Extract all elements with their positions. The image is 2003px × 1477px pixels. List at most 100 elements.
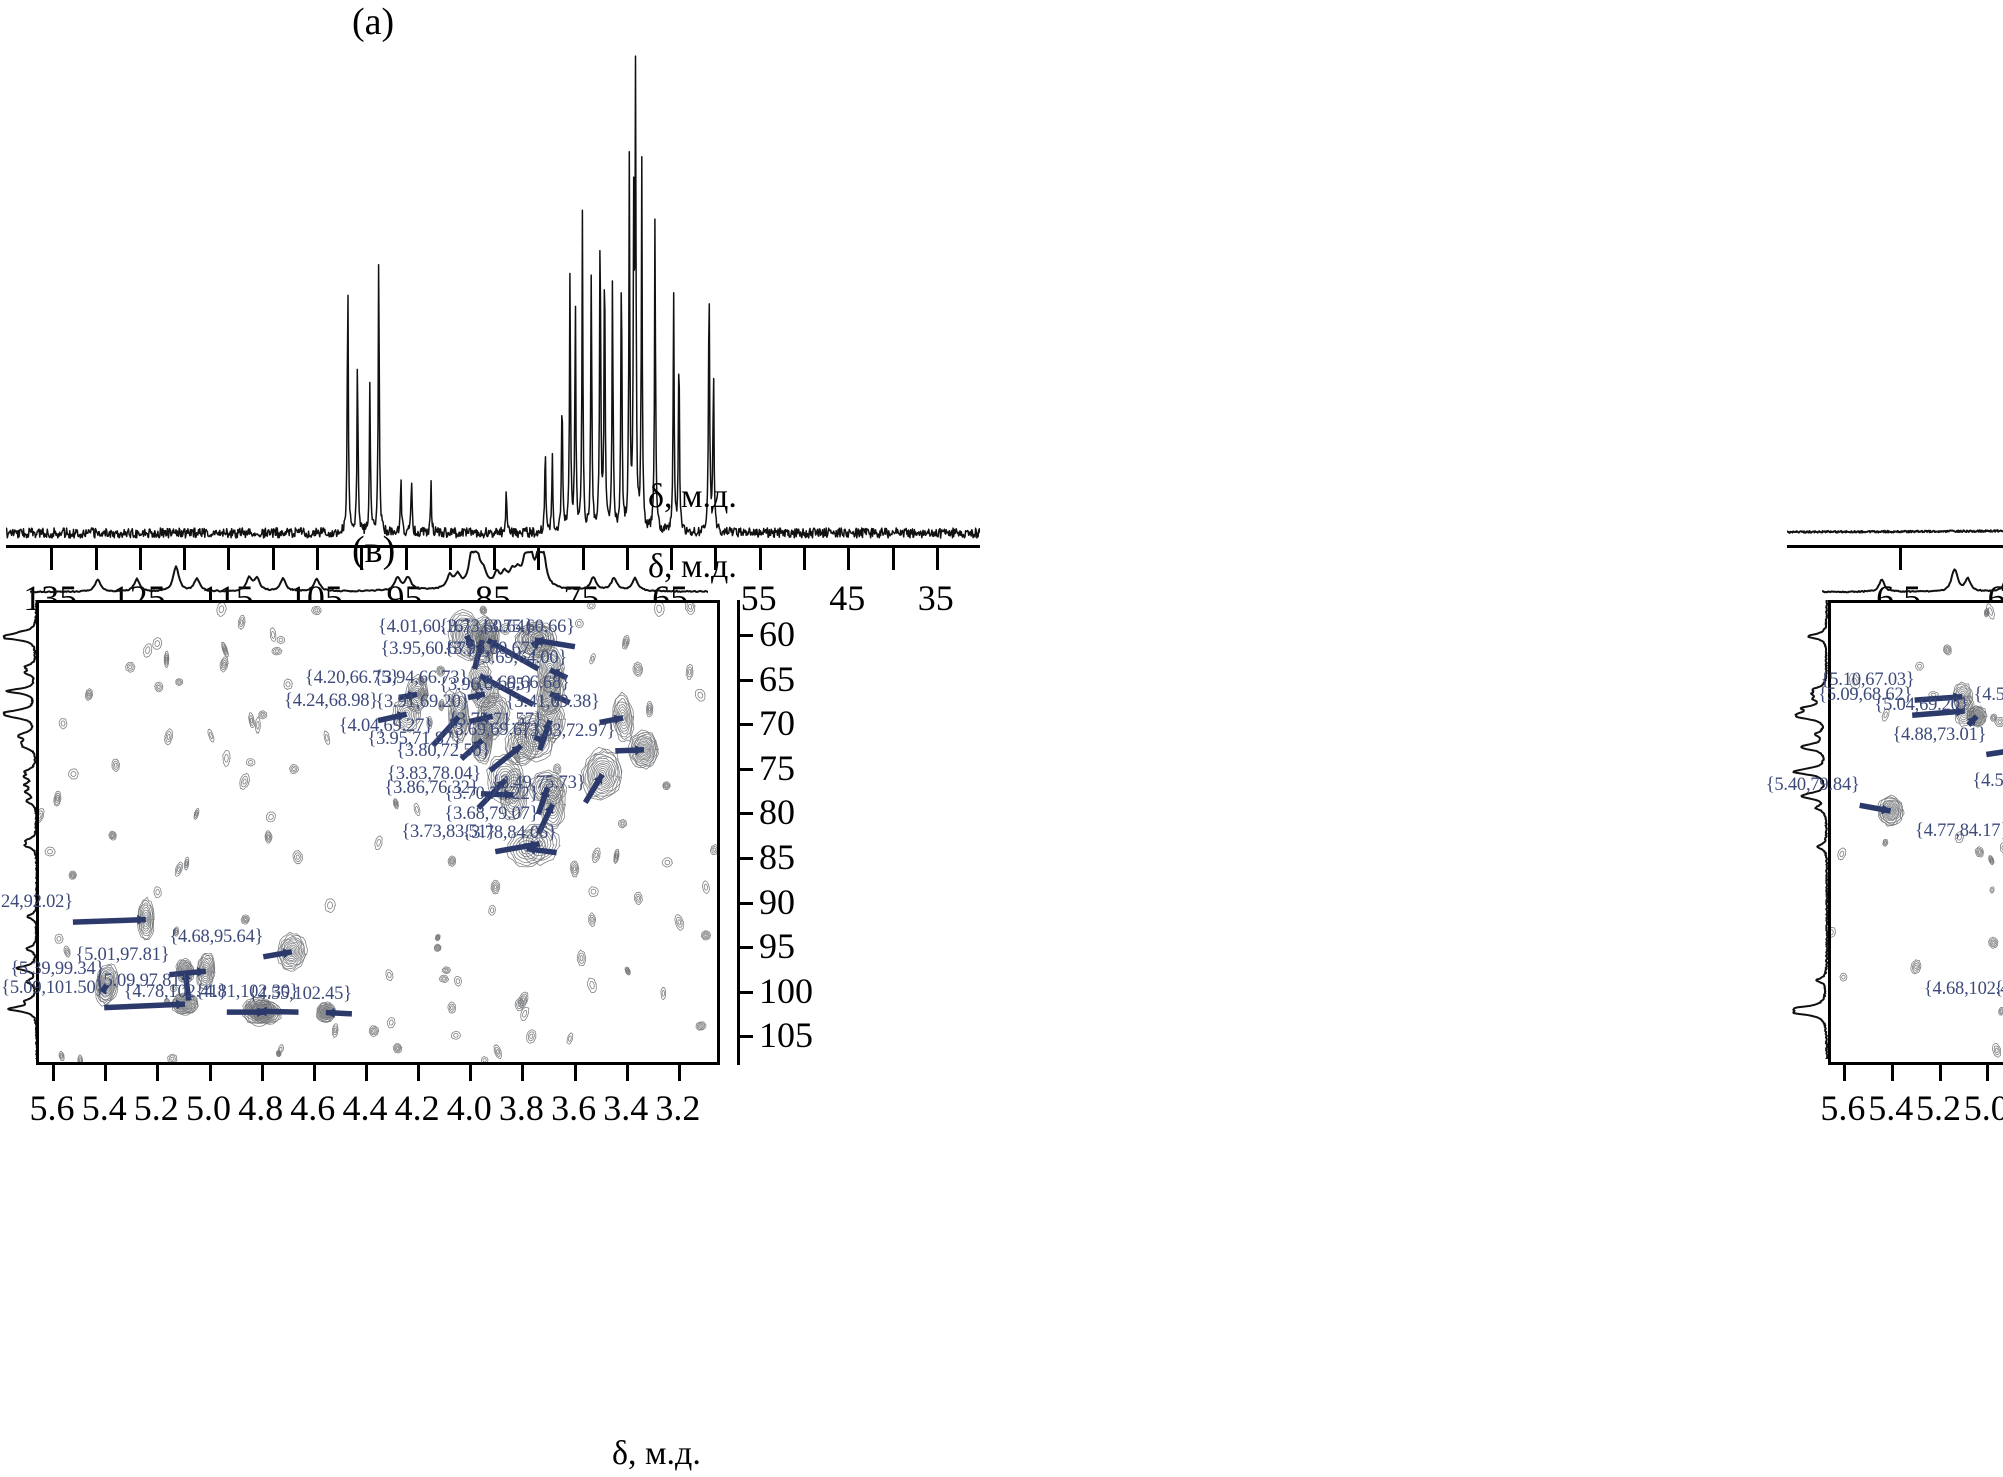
hsqc-peak-label: {5.24,92.02} [0,892,73,913]
hsqc-peak-label: {5.01,97.81} [75,944,170,965]
x-tick-mark [104,1065,108,1081]
y-tick-label: 60 [759,614,795,655]
y-tick-mark [737,678,753,682]
hsqc-peak-label: {3.95,71.87} [367,729,462,749]
y-tick-mark [737,634,753,638]
x-tick-label: 3.4 [603,1088,649,1128]
panel-v: (в) {4.01,60.16} {3.73,60.64} {3.75,60.66}… [0,520,1000,1477]
tick-mark [935,548,939,570]
hsqc-peak-label: {3.94,66.73} [374,667,468,688]
panel-g-left-projection [1790,599,1830,1064]
y-tick-mark [737,857,753,860]
x-tick-mark [417,1065,421,1081]
x-tick-mark [521,1065,525,1081]
hsqc-peak-label: {4.01,60.16} [377,616,472,637]
x-tick-label: 4.2 [394,1088,440,1128]
hsqc-peak-label: {3.69,69.67} [445,720,540,741]
x-tick-label: 5.6 [29,1088,75,1128]
x-tick-mark [1938,1065,1942,1081]
hsqc-peak-label: {4.78,102.41} [123,982,227,1003]
x-tick-mark [1986,1065,1990,1081]
x-tick-mark [365,1065,368,1081]
x-tick-label: 45 [829,578,866,618]
x-tick-mark [625,1065,629,1081]
x-tick-label: 5.4 [1868,1088,1914,1128]
x-tick-label: 4.0 [446,1088,492,1128]
hsqc-peak-label: {3.83,78.04} [387,763,481,784]
carbon-13-spectrum-trace [6,40,980,545]
tick-mark [625,548,629,570]
x-tick-mark [156,1065,160,1081]
panel-b-baseline [1787,545,2003,548]
x-tick-label: 5.6 [1820,1088,1866,1128]
hsqc-peak-label: {3.49,75.73} [491,772,586,793]
x-tick-label: 5.2 [133,1088,179,1128]
panel-g: (г) {4.03,60.62}{3.41,60.54}{5.10,67.03}… [1000,520,2003,1477]
tick-mark [183,548,187,570]
y-tick-label: 65 [759,658,795,699]
tick-mark [227,548,231,570]
y-tick-mark [737,723,753,727]
hsqc-peak-label: {3.93,60.67} [444,639,539,659]
tick-mark [714,548,718,570]
tick-mark [94,548,98,570]
tick-mark [50,548,54,570]
panel-a-letter: (а) [352,1,395,43]
hsqc-peak-label: {3.73,83.51} [401,821,496,842]
y-tick-label: 100 [759,970,813,1011]
x-tick-mark [312,1065,316,1081]
hsqc-peak-label: {5.09,68.62} [1818,685,1913,706]
x-tick-mark [52,1065,55,1081]
hsqc-peak-label: {5.09,101.50} [1,977,105,998]
x-tick-label: 3.6 [551,1088,597,1128]
tick-mark [891,548,895,570]
panel-a-baseline [6,545,980,548]
x-tick-mark [1890,1065,1894,1081]
tick-mark [448,548,452,570]
x-tick-label: 35 [917,578,954,618]
tick-mark [271,548,275,570]
tick-mark [138,548,142,570]
hsqc-peak-label: {3.70,77.22} [444,784,539,805]
x-tick-mark [208,1065,212,1081]
panel-v-plot-area: {4.01,60.16} {3.73,60.64} {3.75,60.66} {3.9… [0,600,720,1065]
hsqc-peak-label: {3.69,64.00} [473,647,568,668]
panel-v-y-axis-spine [737,600,740,1065]
y-tick-label: 75 [759,747,795,788]
x-tick-label: 4.8 [238,1088,284,1128]
tick-mark [1898,548,1902,570]
x-tick-mark [677,1065,681,1081]
tick-mark [847,548,851,570]
x-tick-mark [260,1065,264,1081]
tick-mark [404,548,408,570]
y-tick-mark [737,812,753,816]
panel-g-top-projection [1821,548,2003,601]
hsqc-peak-label: {3.75,71.57} [448,710,543,731]
x-tick-label: 4.6 [290,1088,336,1128]
y-tick-label: 95 [759,926,795,967]
hsqc-peak-label: {3.68,79.07} [444,803,539,824]
hsqc-peak-label: {4.88,73.01} [1892,724,1987,745]
hsqc-peak-label: {3.75,60.66} [480,616,575,637]
x-tick-label: 4.4 [342,1088,388,1128]
proton-spectrum-trace [1787,10,2003,545]
y-tick-mark [737,990,753,994]
hsqc-peak-label: {5.39,99.34} [10,958,105,979]
hsqc-peak-label: {4.41,102.56} [1994,979,2003,1000]
y-tick-mark [737,767,753,771]
x-tick-label: 5.0 [1963,1088,2003,1128]
y-tick-label: 90 [759,881,795,922]
panel-g-plot-area: {4.03,60.62}{3.41,60.54}{5.10,67.03}{4.2… [1766,600,2003,1065]
y-tick-label: 85 [759,837,795,877]
hsqc-peak-label: {5.04,69.20} [1874,695,1969,716]
tick-mark [537,548,541,570]
tick-mark [802,548,806,570]
hsqc-peak-label: {4.68,102.40} [1923,979,2003,1000]
hsqc-peak-label: {3.78,84.06} [462,822,557,843]
hsqc-peak-label: {4.54,78.60} [1972,770,2003,791]
y-tick-mark [737,901,753,905]
panel-v-top-projection [29,548,709,601]
x-tick-label: 3.2 [655,1088,701,1128]
tick-mark [581,548,585,570]
